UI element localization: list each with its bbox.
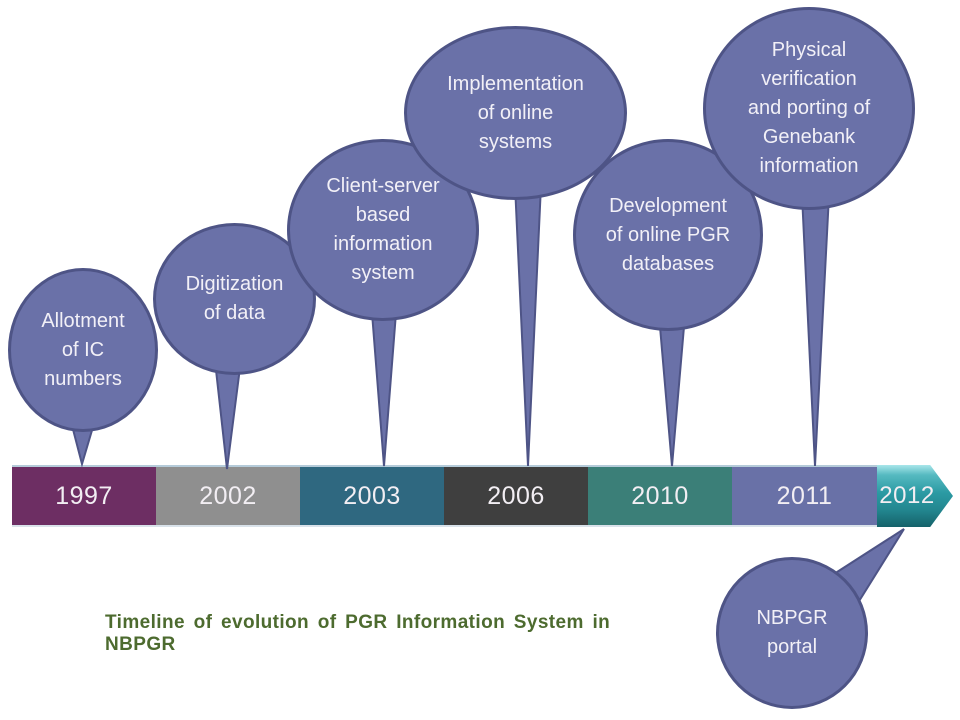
timeline-segment-2002: 2002 — [156, 465, 300, 527]
balloon-nbpgr-portal: NBPGR portal — [716, 557, 868, 709]
timeline-segment-2011: 2011 — [732, 465, 877, 527]
year-label: 2002 — [199, 481, 257, 510]
balloon-tail-2006 — [513, 184, 543, 467]
timeline-segment-2006: 2006 — [444, 465, 588, 527]
year-label: 2012 — [879, 482, 935, 509]
balloon-tail-2003 — [369, 299, 399, 467]
balloon-implementation-online-systems: Implementation of online systems — [404, 26, 627, 200]
year-label: 2003 — [343, 481, 401, 510]
balloon-allotment-ic-numbers: Allotment of IC numbers — [8, 268, 158, 432]
year-label: 2011 — [776, 481, 833, 510]
slide-caption: Timeline of evolution of PGR Information… — [105, 612, 611, 655]
balloon-tail-2010 — [657, 314, 687, 467]
timeline-arrow-2012: 2012 — [877, 465, 953, 527]
timeline-segment-2003: 2003 — [300, 465, 444, 527]
timeline-segment-1997: 1997 — [12, 465, 156, 527]
balloon-tail-2011 — [800, 194, 831, 467]
year-label: 2010 — [631, 481, 689, 510]
timeline-segment-2010: 2010 — [588, 465, 732, 527]
year-label: 1997 — [55, 481, 113, 510]
balloon-physical-verification-genebank: Physical verification and porting of Gen… — [703, 7, 915, 210]
year-label: 2006 — [487, 481, 545, 510]
